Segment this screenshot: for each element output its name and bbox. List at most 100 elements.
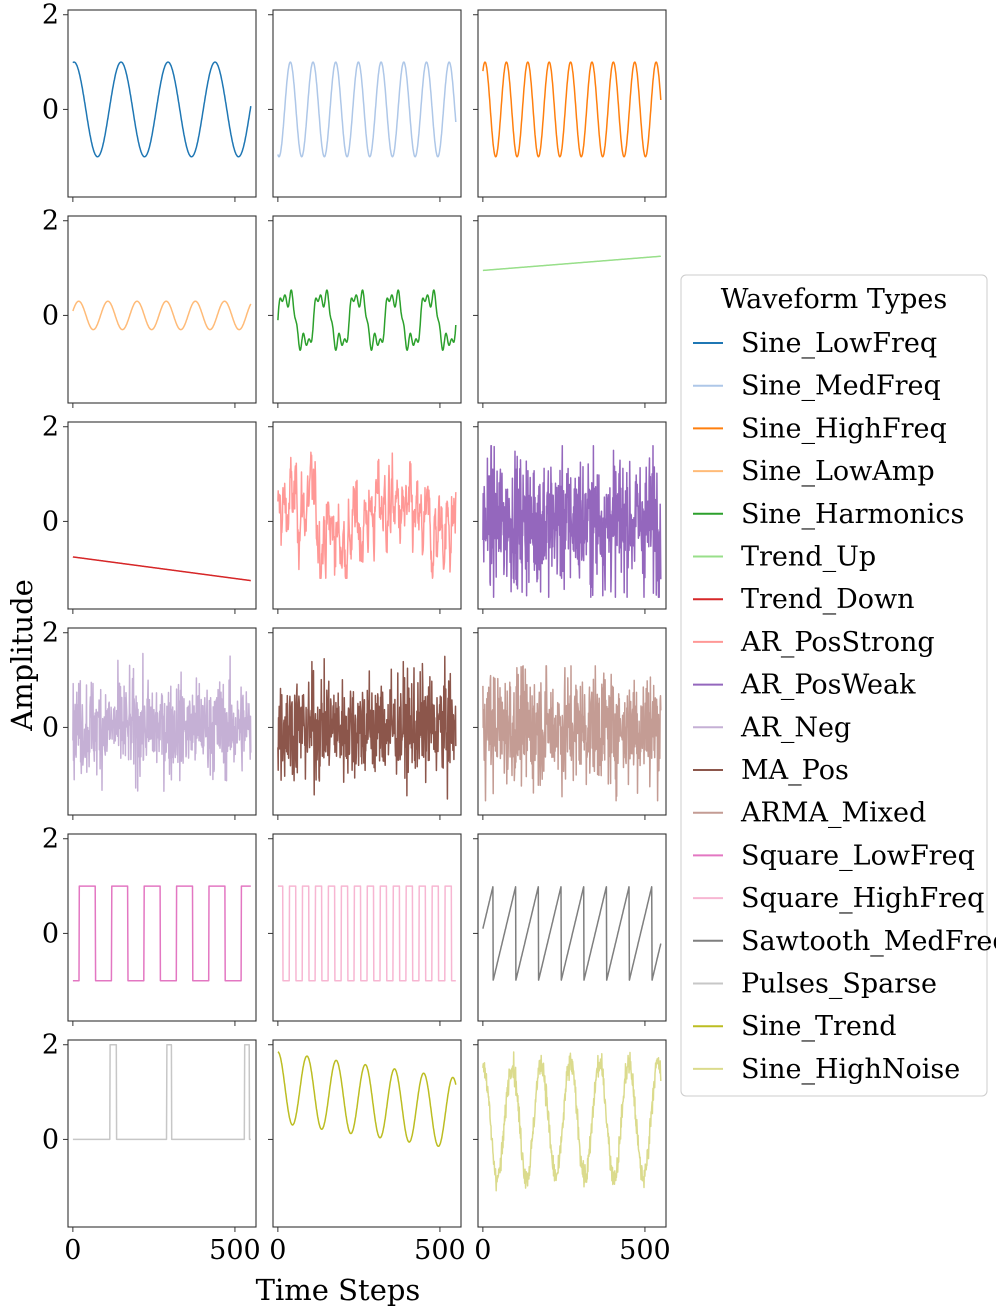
legend-title: Waveform Types xyxy=(721,284,947,315)
series-line-sine-lowfreq xyxy=(72,61,252,158)
panel-trend-up xyxy=(473,215,667,408)
series-line-ar-posstrong xyxy=(277,451,457,579)
y-tick-label: 2 xyxy=(42,1030,59,1061)
series-line-pulses-sparse xyxy=(72,1043,252,1141)
legend-item-sine-harmonics: Sine_Harmonics xyxy=(693,499,964,530)
x-tick-label: 500 xyxy=(619,1235,671,1266)
series-line-arma-mixed xyxy=(482,665,662,802)
legend-item-ar-posweak: AR_PosWeak xyxy=(693,670,916,701)
legend-label: Sine_HighNoise xyxy=(741,1054,960,1085)
legend-label: Trend_Down xyxy=(741,584,914,615)
panel-frame xyxy=(477,215,667,404)
series-line-sine-highnoise xyxy=(482,1051,662,1192)
panel-frame xyxy=(272,1039,462,1228)
panel-square-highfreq xyxy=(268,833,462,1026)
legend-label: ARMA_Mixed xyxy=(740,798,926,829)
panel-frame xyxy=(67,9,257,198)
panel-frame xyxy=(272,421,462,610)
legend-label: Square_HighFreq xyxy=(741,883,984,914)
panel-sine-harmonics xyxy=(268,215,462,408)
legend-label: Sine_LowAmp xyxy=(741,456,935,487)
legend-item-arma-mixed: ARMA_Mixed xyxy=(693,798,926,829)
legend-item-ma-pos: MA_Pos xyxy=(693,755,849,786)
legend: Waveform Types Sine_LowFreqSine_MedFreqS… xyxy=(680,274,996,1097)
x-tick-label: 0 xyxy=(64,1235,81,1266)
legend-label: Sine_Harmonics xyxy=(741,499,964,530)
series-line-sine-harmonics xyxy=(277,289,457,351)
legend-item-square-highfreq: Square_HighFreq xyxy=(693,883,984,914)
panel-frame xyxy=(67,215,257,404)
panel-sawtooth-medfreq xyxy=(473,833,667,1026)
legend-frame xyxy=(680,274,988,1097)
series-line-square-lowfreq xyxy=(72,885,252,982)
panel-ma-pos xyxy=(268,627,462,820)
legend-items: Sine_LowFreq Sine_MedFreq Sine_HighFreq Sin… xyxy=(693,328,996,1085)
y-tick-label: 0 xyxy=(42,94,59,125)
y-tick-label: 0 xyxy=(42,1124,59,1155)
legend-item-pulses-sparse: Pulses_Sparse xyxy=(693,969,937,1000)
panel-frame xyxy=(67,627,257,816)
panel-sine-medfreq xyxy=(268,9,462,202)
legend-label: MA_Pos xyxy=(741,755,849,786)
panel-arma-mixed xyxy=(473,627,667,820)
y-tick-label: 0 xyxy=(42,506,59,537)
series-line-sawtooth-medfreq xyxy=(482,886,662,981)
legend-label: Pulses_Sparse xyxy=(741,969,937,1000)
legend-item-sine-trend: Sine_Trend xyxy=(693,1011,897,1042)
legend-label: Sine_Trend xyxy=(741,1011,897,1042)
panel-frame xyxy=(272,627,462,816)
legend-item-square-lowfreq: Square_LowFreq xyxy=(693,840,975,871)
panel-pulses-sparse: 0 2 0 500 xyxy=(42,1030,261,1266)
panel-frame xyxy=(272,215,462,404)
y-tick-label: 0 xyxy=(42,712,59,743)
legend-item-sawtooth-medfreq: Sawtooth_MedFreq xyxy=(693,926,996,957)
legend-label: Square_LowFreq xyxy=(741,840,975,871)
legend-item-trend-down: Trend_Down xyxy=(693,584,914,615)
panel-sine-highnoise: 0 500 xyxy=(473,1039,671,1266)
panel-ar-posweak xyxy=(473,421,667,614)
y-tick-label: 0 xyxy=(42,918,59,949)
legend-item-ar-neg: AR_Neg xyxy=(693,712,851,743)
panel-frame xyxy=(272,833,462,1022)
x-tick-label: 0 xyxy=(269,1235,286,1266)
legend-label: AR_Neg xyxy=(740,712,851,743)
series-line-sine-trend xyxy=(277,1051,457,1148)
legend-label: Sawtooth_MedFreq xyxy=(741,926,996,957)
series-line-sine-medfreq xyxy=(277,61,457,158)
x-axis-title: Time Steps xyxy=(256,1273,421,1307)
panel-ar-posstrong xyxy=(268,421,462,614)
legend-item-sine-highfreq: Sine_HighFreq xyxy=(693,413,947,444)
legend-label: Sine_LowFreq xyxy=(741,328,937,359)
panel-sine-lowamp: 02 xyxy=(42,206,257,408)
panel-sine-trend: 0 500 xyxy=(268,1039,466,1266)
legend-item-sine-lowamp: Sine_LowAmp xyxy=(693,456,935,487)
series-line-ar-neg xyxy=(72,652,252,793)
panel-frame xyxy=(67,1039,257,1228)
x-tick-label: 0 xyxy=(474,1235,491,1266)
series-line-ma-pos xyxy=(277,655,457,800)
y-tick-label: 2 xyxy=(42,0,59,31)
legend-item-sine-medfreq: Sine_MedFreq xyxy=(693,371,941,402)
legend-label: AR_PosWeak xyxy=(740,670,916,701)
series-line-trend-down xyxy=(72,556,252,582)
legend-label: AR_PosStrong xyxy=(740,627,935,658)
panel-frame xyxy=(477,9,667,198)
series-line-sine-highfreq xyxy=(482,61,662,158)
legend-item-ar-posstrong: AR_PosStrong xyxy=(693,627,935,658)
y-tick-label: 2 xyxy=(42,824,59,855)
legend-label: Sine_MedFreq xyxy=(741,371,941,402)
panel-frame xyxy=(477,627,667,816)
x-tick-label: 500 xyxy=(209,1235,261,1266)
y-tick-label: 2 xyxy=(42,412,59,443)
legend-label: Sine_HighFreq xyxy=(741,413,947,444)
panel-sine-lowfreq: 02 xyxy=(42,0,257,202)
y-tick-label: 2 xyxy=(42,206,59,237)
series-line-sine-lowamp xyxy=(72,300,252,331)
legend-label: Trend_Up xyxy=(741,542,876,573)
x-tick-label: 500 xyxy=(414,1235,466,1266)
panel-frame xyxy=(67,421,257,610)
y-tick-label: 2 xyxy=(42,618,59,649)
series-line-square-highfreq xyxy=(277,885,457,982)
